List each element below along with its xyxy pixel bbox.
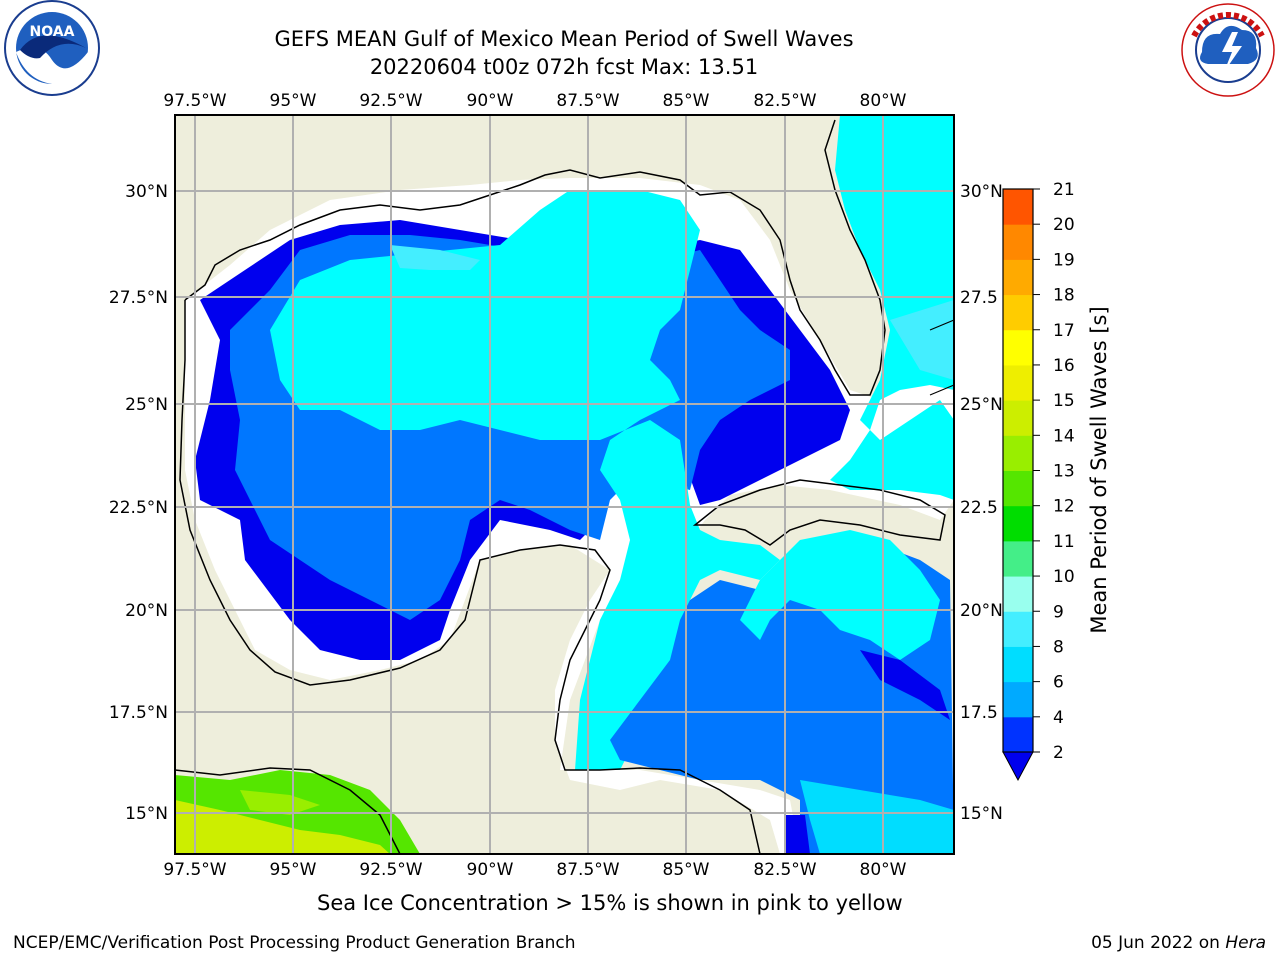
swell-atlantic-pale: [890, 300, 954, 380]
lat-label: 25°N: [125, 395, 168, 415]
swell-pale-cyan: [390, 245, 480, 270]
sea-ice-caption: Sea Ice Concentration > 15% is shown in …: [317, 891, 903, 915]
footer-date: 05 Jun 2022 on Hera: [1091, 933, 1266, 953]
lat-labels-left: 30°N 27.5°N 25°N 22.5°N 20°N 17.5°N 15°N: [109, 182, 168, 824]
colorbar-segment: [1003, 646, 1033, 683]
footer-host: Hera: [1225, 933, 1266, 953]
colorbar-label: Mean Period of Swell Waves [s]: [1087, 306, 1111, 633]
colorbar-tick-label: 6: [1053, 673, 1064, 693]
lon-label: 97.5°W: [163, 860, 226, 880]
lon-label: 90°W: [467, 860, 514, 880]
lon-label: 87.5°W: [556, 860, 619, 880]
colorbar-tick-label: 20: [1053, 215, 1075, 235]
graticule: [175, 115, 954, 854]
colorbar-tick-label: 10: [1053, 567, 1075, 587]
lon-label: 87.5°W: [556, 91, 619, 111]
lon-label: 95°W: [270, 860, 317, 880]
colorbar-tick-label: 19: [1053, 250, 1075, 270]
colorbar: [1003, 189, 1033, 753]
colorbar-segment: [1003, 224, 1033, 260]
chart-subtitle: 20220604 t00z 072h fcst Max: 13.51: [369, 55, 759, 79]
colorbar-tick-label: 12: [1053, 497, 1075, 517]
colorbar-segment: [1003, 329, 1033, 366]
lat-label: 20°N: [960, 601, 1003, 621]
swell-caribbean-cyan: [740, 530, 940, 660]
colorbar-tick-label: 15: [1053, 391, 1075, 411]
lat-label: 22.5: [960, 498, 998, 518]
lat-label: 20°N: [125, 601, 168, 621]
colorbar-segment: [1003, 540, 1033, 577]
colorbar-tick-label: 17: [1053, 321, 1075, 341]
lon-label: 95°W: [270, 91, 317, 111]
footer-branch: NCEP/EMC/Verification Post Processing Pr…: [13, 933, 576, 953]
swell-caribbean-light: [800, 780, 954, 854]
coastline-mexico-pacific: [174, 767, 401, 855]
lon-label: 90°W: [467, 91, 514, 111]
coastline-mexico: [179, 300, 761, 855]
lon-labels-top: 97.5°W 95°W 92.5°W 90°W 87.5°W 85°W 82.5…: [163, 91, 906, 111]
colorbar-tick-label: 2: [1053, 743, 1064, 763]
noaa-logo-text: NOAA: [30, 24, 75, 40]
lat-label: 17.5°N: [109, 703, 168, 723]
lat-labels-right: 30°N 27.5 25°N 22.5 20°N 17.5 15°N: [960, 182, 1003, 824]
lat-label: 22.5°N: [109, 498, 168, 518]
colorbar-tick-label: 11: [1053, 532, 1075, 552]
lat-label: 17.5: [960, 703, 998, 723]
colorbar-segment: [1003, 364, 1033, 401]
colorbar-segment: [1003, 470, 1033, 507]
colorbar-tick-label: 18: [1053, 286, 1075, 306]
swell-atlantic: [830, 115, 954, 500]
lat-label: 15°N: [960, 804, 1003, 824]
colorbar-segment: [1003, 189, 1033, 225]
colorbar-segment: [1003, 681, 1033, 718]
lon-label: 80°W: [860, 860, 907, 880]
colorbar-tick-label: 13: [1053, 462, 1075, 482]
lon-label: 85°W: [663, 860, 710, 880]
colorbar-segment: [1003, 505, 1033, 542]
colorbar-extend-arrow: [1002, 751, 1034, 782]
colorbar-tick-label: 9: [1053, 602, 1064, 622]
colorbar-ticks: 2 4 6 8 9 10 11 12 13 14 15 16 17 18 19 20 21: [1033, 180, 1075, 763]
lon-label: 82.5°W: [753, 860, 816, 880]
lon-label: 82.5°W: [753, 91, 816, 111]
lon-label: 92.5°W: [359, 860, 422, 880]
lon-labels-bottom: 97.5°W 95°W 92.5°W 90°W 87.5°W 85°W 82.5…: [163, 860, 906, 880]
colorbar-tick-label: 14: [1053, 426, 1075, 446]
chart-title: GEFS MEAN Gulf of Mexico Mean Period of …: [274, 27, 854, 51]
lat-label: 30°N: [960, 182, 1003, 202]
colorbar-segment: [1003, 400, 1033, 436]
lat-label: 30°N: [125, 182, 168, 202]
lon-label: 80°W: [860, 91, 907, 111]
colorbar-segment: [1003, 716, 1033, 753]
swell-caribbean-deep-corner: [785, 815, 810, 854]
lat-label: 15°N: [125, 804, 168, 824]
colorbar-tick-label: 8: [1053, 637, 1064, 657]
colorbar-tick-label: 4: [1053, 708, 1064, 728]
colorbar-tick-label: 21: [1053, 180, 1075, 200]
footer-date-text: 05 Jun 2022 on: [1091, 933, 1226, 953]
lon-label: 97.5°W: [163, 91, 226, 111]
lat-label: 27.5°N: [109, 288, 168, 308]
swell-cyan: [270, 190, 780, 770]
colorbar-tick-label: 16: [1053, 356, 1075, 376]
colorbar-segment: [1003, 576, 1033, 612]
lat-label: 25°N: [960, 395, 1003, 415]
lat-label: 27.5: [960, 288, 998, 308]
colorbar-segment: [1003, 259, 1033, 296]
coastline-cuba: [692, 479, 946, 546]
colorbar-segment: [1003, 611, 1033, 647]
swell-pacific-lime: [240, 790, 320, 815]
lon-label: 92.5°W: [359, 91, 422, 111]
colorbar-segment: [1003, 294, 1033, 331]
nws-logo-icon: [1181, 3, 1275, 97]
map-frame: [174, 114, 955, 855]
colorbar-segment: [1003, 435, 1033, 471]
lon-label: 85°W: [663, 91, 710, 111]
noaa-logo-icon: NOAA: [4, 0, 100, 96]
coastline-bahamas: [929, 319, 955, 396]
